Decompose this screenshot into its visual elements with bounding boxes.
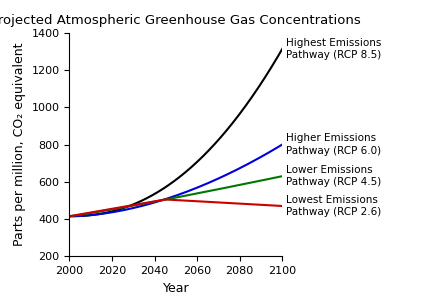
Text: Lowest Emissions
Pathway (RCP 2.6): Lowest Emissions Pathway (RCP 2.6) xyxy=(286,195,382,217)
Title: Projected Atmospheric Greenhouse Gas Concentrations: Projected Atmospheric Greenhouse Gas Con… xyxy=(0,14,361,27)
Y-axis label: Parts per million, CO₂ equivalent: Parts per million, CO₂ equivalent xyxy=(13,43,26,246)
Text: Lower Emissions
Pathway (RCP 4.5): Lower Emissions Pathway (RCP 4.5) xyxy=(286,165,382,187)
Text: Higher Emissions
Pathway (RCP 6.0): Higher Emissions Pathway (RCP 6.0) xyxy=(286,133,382,156)
X-axis label: Year: Year xyxy=(163,282,189,294)
Text: Highest Emissions
Pathway (RCP 8.5): Highest Emissions Pathway (RCP 8.5) xyxy=(286,38,382,60)
